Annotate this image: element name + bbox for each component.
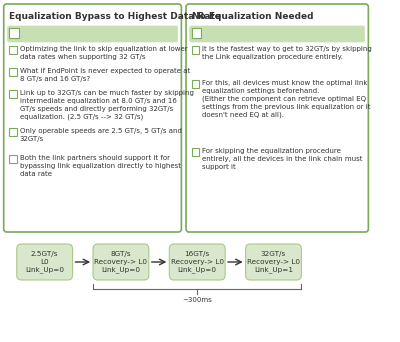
Bar <box>192 80 199 88</box>
Bar <box>9 128 17 136</box>
Text: For skipping the equalization procedure
entirely, all the devices in the link ch: For skipping the equalization procedure … <box>202 148 362 170</box>
Bar <box>9 68 17 76</box>
Text: For this, all devices must know the optimal link
equalization settings beforehan: For this, all devices must know the opti… <box>202 80 370 118</box>
Bar <box>9 155 17 163</box>
Bar <box>9 46 17 54</box>
Text: Both the link partners should support it for
bypassing link equalization directl: Both the link partners should support it… <box>20 155 180 176</box>
Text: 2.5GT/s
L0
Link_Up=0: 2.5GT/s L0 Link_Up=0 <box>25 251 64 273</box>
Text: Optimizing the link to skip equalization at lower
data rates when supporting 32 : Optimizing the link to skip equalization… <box>20 46 187 60</box>
Text: 16GT/s
Recovery-> L0
Link_Up=0: 16GT/s Recovery-> L0 Link_Up=0 <box>171 251 224 273</box>
Text: It is the fastest way to get to 32GT/s by skipping
the Link equalization procedu: It is the fastest way to get to 32GT/s b… <box>202 46 372 60</box>
FancyBboxPatch shape <box>8 26 178 42</box>
Bar <box>192 28 201 38</box>
FancyBboxPatch shape <box>169 244 225 280</box>
Bar <box>9 28 19 38</box>
FancyBboxPatch shape <box>93 244 149 280</box>
FancyBboxPatch shape <box>246 244 301 280</box>
Text: Only operable speeds are 2.5 GT/s, 5 GT/s and
32GT/s: Only operable speeds are 2.5 GT/s, 5 GT/… <box>20 128 182 142</box>
Bar <box>192 148 199 156</box>
Bar <box>9 90 17 98</box>
FancyBboxPatch shape <box>190 26 365 42</box>
Bar <box>192 46 199 54</box>
Text: ~300ms: ~300ms <box>182 297 212 303</box>
FancyBboxPatch shape <box>186 4 368 232</box>
FancyBboxPatch shape <box>17 244 72 280</box>
Text: No Equalization Needed: No Equalization Needed <box>192 12 313 21</box>
Text: Link up to 32GT/s can be much faster by skipping
intermediate equalization at 8.: Link up to 32GT/s can be much faster by … <box>20 90 194 120</box>
Text: Equalization Bypass to Highest Data Rate: Equalization Bypass to Highest Data Rate <box>9 12 221 21</box>
Text: What if EndPoint is never expected to operate at
8 GT/s and 16 GT/s?: What if EndPoint is never expected to op… <box>20 68 190 82</box>
Text: 32GT/s
Recovery-> L0
Link_Up=1: 32GT/s Recovery-> L0 Link_Up=1 <box>247 251 300 273</box>
Text: 8GT/s
Recovery-> L0
Link_Up=0: 8GT/s Recovery-> L0 Link_Up=0 <box>94 251 148 273</box>
FancyBboxPatch shape <box>4 4 181 232</box>
